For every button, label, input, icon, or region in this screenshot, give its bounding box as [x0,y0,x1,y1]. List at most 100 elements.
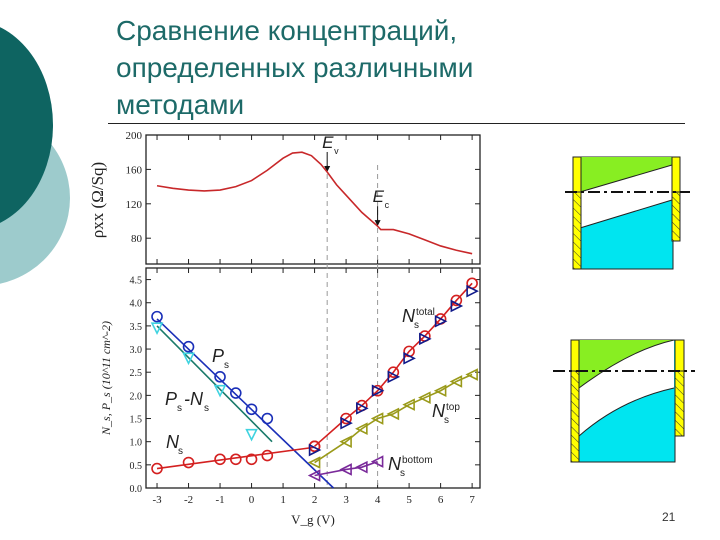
data-point [450,299,464,313]
arrow-head [374,220,381,227]
top-y-axis-label: ρxx (Ω/Sq) [88,162,107,238]
page-number: 21 [662,510,676,524]
data-point [150,322,164,335]
series-label-sup: bottom [402,455,433,466]
y-tick-label: 80 [131,233,143,245]
series-label-sub: s [414,320,419,331]
data-point [230,453,242,466]
annotation-sub: v [334,146,339,156]
x-tick-label: 4 [375,494,381,506]
y-tick-label: 4.0 [130,299,143,310]
x-tick-label: -3 [152,494,162,506]
series-label-sub: s [177,403,182,414]
series-label-sub: s [400,468,405,479]
x-axis-label: V_g (V) [291,512,335,527]
rho-curve [156,151,473,255]
data-point [371,384,385,398]
x-tick-label: -1 [215,494,224,506]
series-label-sup: total [416,307,435,318]
data-point [402,398,415,411]
fit-line [314,460,378,477]
series-label: N [432,401,446,421]
data-point [214,371,226,383]
data-point [339,463,352,476]
series-label-sub: s [178,446,183,457]
data-point [403,352,416,365]
series-label-sub: s [204,403,209,414]
data-point [230,387,242,399]
y-tick-label: 120 [126,199,143,211]
data-point [370,412,384,425]
arrow-head [324,165,331,172]
data-point [386,407,400,421]
data-point [308,443,322,457]
y-tick-label: 1.5 [130,415,143,426]
data-point [433,384,447,398]
data-point [449,375,463,388]
y-tick-label: 2.0 [130,391,143,402]
x-tick-label: 0 [249,494,255,506]
series-label: P [165,389,177,409]
data-point [307,469,321,482]
x-tick-label: 1 [280,494,286,506]
data-point [370,455,384,468]
y-tick-label: 2.5 [130,368,143,379]
bottom-panel-frame [145,267,481,489]
data-point [182,456,195,469]
data-point [418,391,431,404]
top-panel-frame [145,134,481,265]
x-tick-label: -2 [184,494,193,506]
y-tick-label: 200 [126,130,143,142]
data-point [339,435,352,448]
data-point [465,368,478,381]
series-label-sub: s [224,360,229,371]
data-point [245,453,258,466]
annotation-sub: c [385,200,390,210]
data-point [434,314,448,328]
data-point [213,384,227,398]
data-point [214,453,226,466]
data-point [387,370,401,384]
data-point [245,428,258,442]
data-point [356,402,369,415]
data-point [245,403,258,416]
data-point [355,422,368,436]
fit-line [314,373,473,464]
annotation-c: E [373,187,385,206]
data-point [419,332,432,346]
y-tick-label: 0.0 [130,484,143,495]
series-label-sub: s [444,415,449,426]
data-point [340,416,353,430]
y-tick-label: 4.5 [130,276,143,287]
series-label: N [388,454,402,474]
decor-circle-dark [0,27,53,223]
data-point [466,284,479,298]
y-tick-label: 0.5 [130,461,143,472]
x-tick-label: 6 [438,494,444,506]
series-label: N [402,306,416,326]
data-point [307,456,321,469]
title-divider [108,123,685,124]
x-tick-label: 7 [469,494,475,506]
data-point [151,462,163,475]
data-point [261,412,274,425]
x-tick-label: 5 [406,494,412,506]
y-tick-label: 160 [126,164,143,176]
series-label: -N [184,389,204,409]
y-tick-label: 1.0 [130,438,143,449]
fit-line [156,325,273,443]
x-tick-label: 2 [312,494,318,506]
series-label: N [166,432,180,452]
data-point [182,340,195,353]
series-label-sup: top [446,402,460,413]
fit-line [156,446,315,470]
slide-title: Сравнение концентраций, определенных раз… [116,15,474,120]
annotation-v: E [322,133,334,152]
data-point [355,460,368,474]
data-point [151,310,163,323]
fit-line [156,318,335,489]
fit-line [314,282,473,447]
y-tick-label: 3.0 [130,345,143,356]
